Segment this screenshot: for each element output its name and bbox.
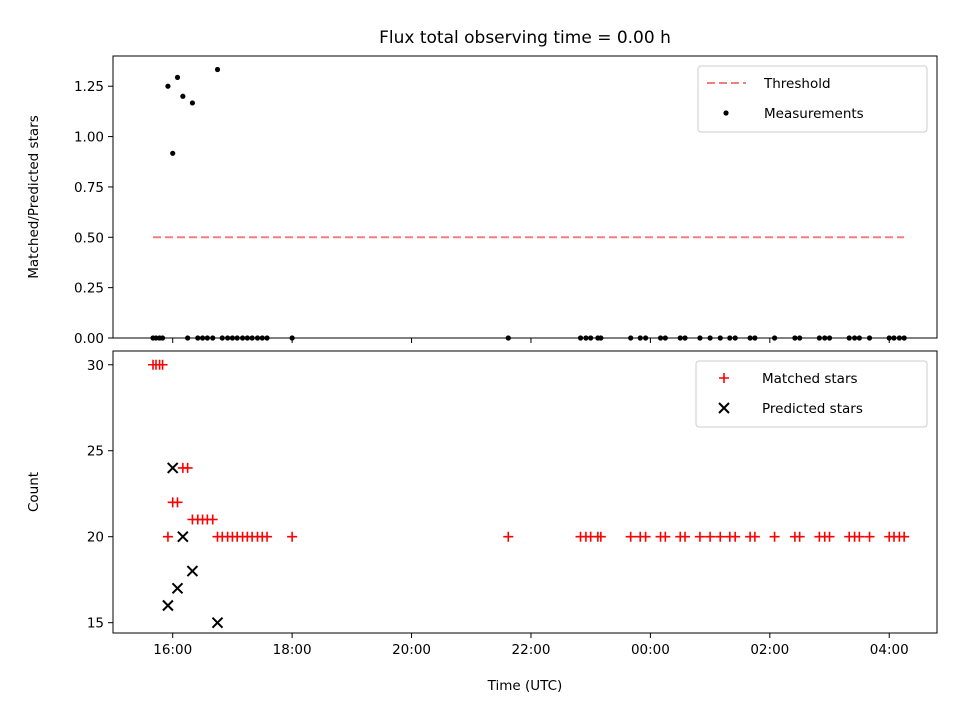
matched-star-marker [694,531,705,542]
legend: Threshold Measurements [697,65,928,133]
matched-star-marker [172,497,183,508]
matched-star-marker [162,531,173,542]
y-tick-label: 0.00 [74,331,104,347]
predicted-star-marker [186,565,199,577]
x-tick-label: 22:00 [512,642,551,658]
predicted-star-marker [177,530,189,543]
x-tick-label: 16:00 [153,642,192,658]
matched-star-marker [824,531,835,542]
measurement-point [170,150,176,156]
y-tick-label: 1.25 [74,79,104,95]
matched-star-marker [287,531,298,542]
y-axis-label: Matched/Predicted stars [26,115,42,278]
y-tick-label: 30 [87,358,104,374]
y-tick-label: 0.75 [74,180,104,196]
matched-star-marker [157,359,168,370]
y-tick-label: 20 [87,530,104,546]
matched-star-marker [715,531,726,542]
matched-star-marker [705,531,716,542]
legend: Matched stars Predicted stars [695,360,928,428]
matched-star-marker [749,531,760,542]
matched-star-marker [262,531,273,542]
legend-measurement-swatch [723,110,729,116]
x-tick-label: 02:00 [750,642,789,658]
predicted-star-marker [211,616,224,629]
y-tick-label: 0.50 [74,230,104,246]
x-tick-label: 04:00 [870,642,909,658]
axes-frame [112,350,938,634]
predicted-star-marker [167,462,179,474]
matched-star-marker [595,531,606,542]
y-axis-label: Count [26,472,42,512]
legend-label: Matched stars [762,371,858,387]
matched-star-marker [680,531,691,542]
matched-star-marker [730,531,741,542]
chart-title: Flux total observing time = 0.00 h [379,28,671,48]
x-axis-label: Time (UTC) [487,678,563,694]
matched-star-marker [640,531,651,542]
legend-label: Measurements [764,106,864,122]
matched-star-marker [660,531,671,542]
legend-label: Predicted stars [762,401,863,417]
series-measurements [150,66,907,341]
predicted-star-marker [171,582,184,595]
matched-star-marker [794,531,805,542]
legend-label: Threshold [763,76,831,92]
panel-1: 0.00 0.25 0.50 0.75 1.00 1.25 Matched/Predicte… [26,28,938,347]
legend-matched-swatch [719,373,729,383]
matched-star-marker [625,531,636,542]
x-tick-label: 20:00 [392,642,431,658]
matched-star-marker [769,531,780,542]
series-predicted-stars [162,462,224,629]
matched-star-marker [864,531,875,542]
y-tick-label: 15 [87,616,104,632]
y-tick-label: 1.00 [74,130,104,146]
series-matched-stars [148,359,910,542]
y-tick-label: 25 [87,444,104,460]
axes-frame [112,55,938,339]
y-tick-label: 0.25 [74,281,104,297]
matched-star-marker [899,531,910,542]
measurement-point [214,66,221,73]
x-tick-label: 00:00 [631,642,670,658]
panel-2: 16:00 18:00 20:00 22:00 00:00 02:00 04:00 15 20 2… [26,350,938,694]
legend-predicted-swatch [718,402,730,414]
matched-star-marker [182,462,193,473]
measurement-point [174,74,181,80]
matched-star-marker [207,514,218,525]
predicted-star-marker [162,599,174,612]
measurement-point [189,100,196,106]
matched-star-marker [503,531,514,542]
legend-box [695,360,928,428]
legend-box [697,65,928,133]
matched-star-marker [854,531,865,542]
measurement-point [165,83,171,89]
x-tick-label: 18:00 [273,642,312,658]
measurement-point [180,93,186,99]
